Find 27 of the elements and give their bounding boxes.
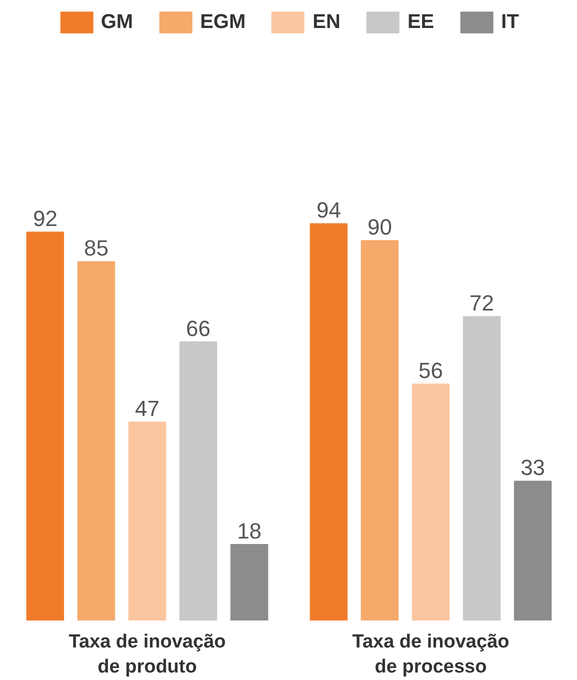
bar	[514, 480, 552, 620]
legend-label: EN	[312, 10, 340, 34]
bar	[360, 240, 399, 620]
legend-label: IT	[501, 10, 520, 34]
bar	[462, 316, 501, 620]
bar	[412, 384, 450, 620]
data-label: 56	[418, 358, 443, 384]
legend-label: EGM	[200, 10, 246, 34]
data-label: 33	[520, 455, 546, 480]
data-label: 90	[367, 214, 392, 240]
data-label: 47	[135, 396, 160, 422]
x-tick-label: Taxa de inovação de produto	[68, 632, 226, 678]
data-label: 85	[84, 236, 108, 261]
legend-label: GM	[100, 10, 134, 34]
bar	[179, 341, 218, 620]
data-label: 66	[186, 316, 211, 341]
data-label: 92	[32, 206, 58, 232]
legend-label: EE	[407, 10, 434, 34]
bar	[77, 261, 116, 620]
bar	[26, 232, 64, 620]
bar	[310, 223, 348, 620]
x-tick-label: Taxa de inovação de processo	[352, 632, 510, 678]
data-label: 94	[316, 198, 341, 223]
data-label: 18	[237, 518, 262, 544]
bar	[230, 544, 268, 620]
bar	[128, 422, 166, 620]
data-label: 72	[470, 290, 494, 316]
